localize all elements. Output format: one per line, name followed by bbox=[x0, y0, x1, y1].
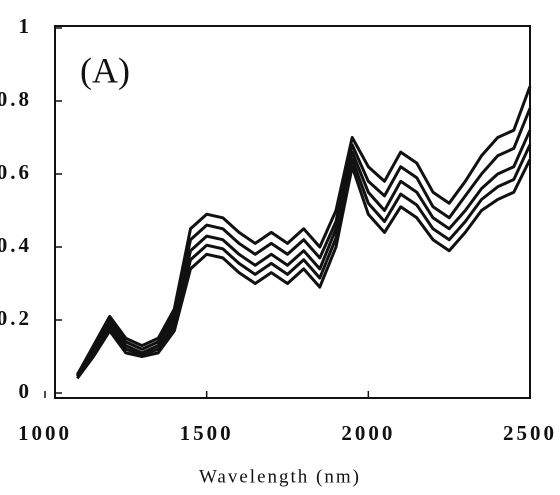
y-tick-label: 0.2 bbox=[0, 306, 32, 330]
spectrum-line bbox=[77, 130, 530, 375]
x-tick-label: 2500 bbox=[503, 421, 557, 445]
annotation: (A) bbox=[80, 50, 130, 90]
y-tick-label: 0.8 bbox=[0, 87, 32, 111]
spectrum-line bbox=[77, 145, 530, 377]
y-tick-label: 0.4 bbox=[0, 233, 32, 257]
y-tick-label: 0 bbox=[19, 379, 33, 403]
y-tick-label: 0.6 bbox=[0, 160, 32, 184]
spectrum-line bbox=[77, 108, 530, 375]
chart: (A) Wavelength (nm) 0 0.2 0.4 0.6 0.8 1 1000 15… bbox=[0, 0, 560, 495]
x-tick-label: 1000 bbox=[18, 421, 72, 445]
spectrum-line bbox=[77, 86, 530, 374]
y-tick-label: 1 bbox=[19, 14, 33, 38]
x-tick-label: 2000 bbox=[341, 421, 395, 445]
x-tick-label: 1500 bbox=[180, 421, 234, 445]
x-axis-label: Wavelength (nm) bbox=[199, 466, 361, 487]
